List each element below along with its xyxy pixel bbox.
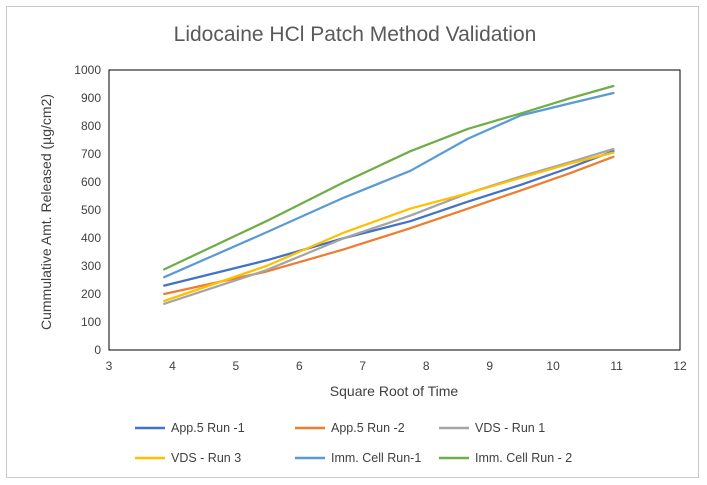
x-tick-label: 7 xyxy=(359,359,366,373)
chart-frame: Lidocaine HCl Patch Method Validation 0 1… xyxy=(6,6,699,478)
series-lines xyxy=(163,84,615,305)
chart-title: Lidocaine HCl Patch Method Validation xyxy=(174,23,537,46)
y-tick-label: 500 xyxy=(81,203,101,217)
x-tick-label: 4 xyxy=(169,359,176,373)
legend: App.5 Run -1 App.5 Run -2 VDS - Run 1 VDS -… xyxy=(135,421,572,465)
y-tick-label: 1000 xyxy=(74,63,101,77)
series-line-5 xyxy=(163,91,615,279)
y-tick-label: 0 xyxy=(94,343,101,357)
x-tick-label: 6 xyxy=(296,359,303,373)
y-tick-label: 300 xyxy=(81,259,101,273)
series-line-1 xyxy=(163,150,615,287)
y-tick-label: 700 xyxy=(81,147,101,161)
legend-label: Imm. Cell Run - 2 xyxy=(475,451,572,465)
x-axis-ticks: 3 4 5 6 7 8 9 10 11 12 xyxy=(106,359,687,373)
y-tick-label: 200 xyxy=(81,287,101,301)
y-tick-label: 600 xyxy=(81,175,101,189)
x-tick-label: 11 xyxy=(610,359,623,373)
x-tick-label: 9 xyxy=(486,359,493,373)
x-tick-label: 12 xyxy=(673,359,687,373)
legend-item: App.5 Run -2 xyxy=(295,421,405,435)
y-axis-title: Cummulative Amt. Released (µg/cm2) xyxy=(38,94,54,330)
legend-label: App.5 Run -1 xyxy=(171,421,245,435)
x-tick-label: 8 xyxy=(423,359,430,373)
y-axis-ticks: 0 100 200 300 400 500 600 700 800 900 1000 xyxy=(74,63,101,357)
y-tick-label: 900 xyxy=(81,91,101,105)
x-axis-title: Square Root of Time xyxy=(330,383,459,399)
plot-area xyxy=(108,69,681,351)
legend-item: App.5 Run -1 xyxy=(135,421,245,435)
series-line-2 xyxy=(163,155,615,296)
series-line-4 xyxy=(163,151,615,303)
legend-label: Imm. Cell Run-1 xyxy=(331,451,421,465)
y-tick-label: 400 xyxy=(81,231,101,245)
legend-item: VDS - Run 3 xyxy=(135,451,241,465)
series-line-3 xyxy=(163,147,615,305)
legend-item: Imm. Cell Run-1 xyxy=(295,451,421,465)
series-line-6 xyxy=(163,84,615,271)
y-tick-label: 800 xyxy=(81,119,101,133)
x-tick-label: 5 xyxy=(233,359,240,373)
legend-label: VDS - Run 3 xyxy=(171,451,241,465)
x-tick-label: 10 xyxy=(546,359,560,373)
legend-item: Imm. Cell Run - 2 xyxy=(439,451,572,465)
legend-label: App.5 Run -2 xyxy=(331,421,405,435)
legend-item: VDS - Run 1 xyxy=(439,421,545,435)
legend-label: VDS - Run 1 xyxy=(475,421,545,435)
x-tick-label: 3 xyxy=(106,359,113,373)
line-chart: Lidocaine HCl Patch Method Validation 0 1… xyxy=(38,23,687,465)
y-tick-label: 100 xyxy=(81,315,101,329)
